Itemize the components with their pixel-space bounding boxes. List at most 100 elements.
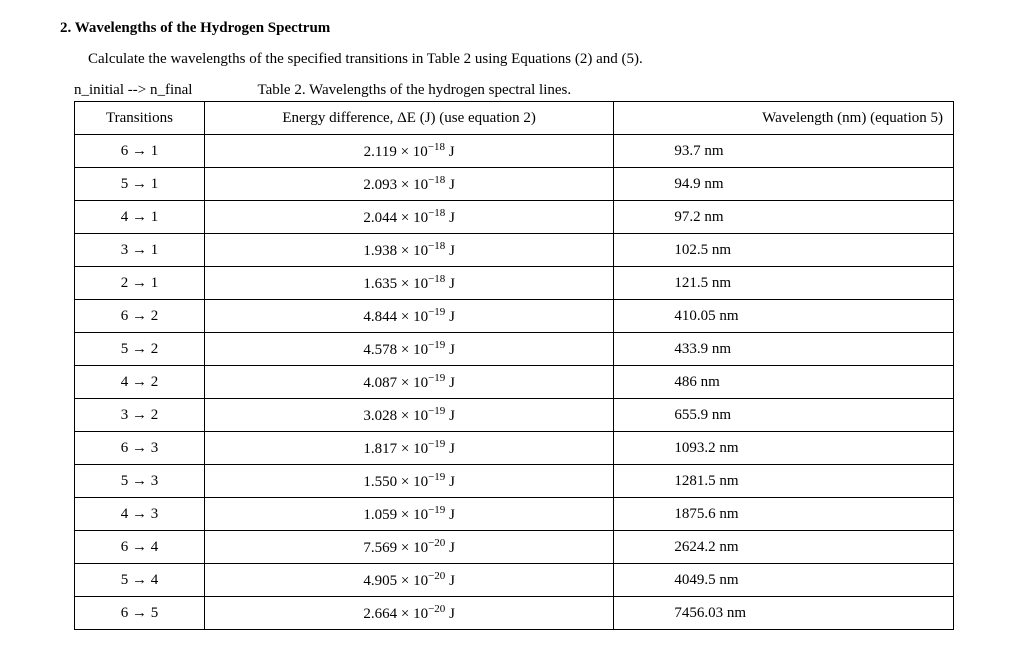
energy-base: 7.569 × 10 xyxy=(363,540,428,556)
energy-unit: J xyxy=(445,606,455,622)
energy-exponent: −18 xyxy=(428,141,445,153)
energy-exponent: −20 xyxy=(428,570,445,582)
energy-unit: J xyxy=(445,144,455,160)
energy-exponent: −18 xyxy=(428,240,445,252)
energy-unit: J xyxy=(445,441,455,457)
table-row: 3 → 23.028 × 10−19 J655.9 nm xyxy=(75,399,954,432)
energy-base: 3.028 × 10 xyxy=(363,408,428,424)
energy-exponent: −19 xyxy=(428,471,445,483)
table-row: 5 → 44.905 × 10−20 J4049.5 nm xyxy=(75,564,954,597)
energy-base: 4.578 × 10 xyxy=(363,342,428,358)
energy-cell: 4.905 × 10−20 J xyxy=(204,564,613,597)
energy-cell: 2.093 × 10−18 J xyxy=(204,168,613,201)
wavelength-cell: 121.5 nm xyxy=(614,267,954,300)
wavelength-cell: 102.5 nm xyxy=(614,234,954,267)
energy-base: 1.938 × 10 xyxy=(363,243,428,259)
labels-row: n_initial --> n_final Table 2. Wavelengt… xyxy=(74,82,964,99)
energy-exponent: −20 xyxy=(428,603,445,615)
table-row: 6 → 12.119 × 10−18 J93.7 nm xyxy=(75,135,954,168)
wavelength-cell: 1281.5 nm xyxy=(614,465,954,498)
wavelength-cell: 655.9 nm xyxy=(614,399,954,432)
transition-cell: 6 → 4 xyxy=(75,531,205,564)
energy-unit: J xyxy=(445,276,455,292)
table-row: 5 → 24.578 × 10−19 J433.9 nm xyxy=(75,333,954,366)
energy-unit: J xyxy=(445,243,455,259)
col-transitions: Transitions xyxy=(75,102,205,135)
table-header-row: Transitions Energy difference, ΔE (J) (u… xyxy=(75,102,954,135)
energy-cell: 2.664 × 10−20 J xyxy=(204,597,613,630)
transition-cell: 5 → 2 xyxy=(75,333,205,366)
transition-cell: 4 → 3 xyxy=(75,498,205,531)
transition-cell: 4 → 2 xyxy=(75,366,205,399)
energy-unit: J xyxy=(445,408,455,424)
transition-cell: 3 → 2 xyxy=(75,399,205,432)
energy-exponent: −18 xyxy=(428,273,445,285)
energy-exponent: −20 xyxy=(428,537,445,549)
wavelength-cell: 2624.2 nm xyxy=(614,531,954,564)
energy-cell: 1.635 × 10−18 J xyxy=(204,267,613,300)
energy-exponent: −19 xyxy=(428,339,445,351)
wavelength-cell: 486 nm xyxy=(614,366,954,399)
energy-unit: J xyxy=(445,540,455,556)
wavelength-cell: 433.9 nm xyxy=(614,333,954,366)
instruction-text: Calculate the wavelengths of the specifi… xyxy=(88,51,964,68)
transition-cell: 5 → 1 xyxy=(75,168,205,201)
wavelength-cell: 93.7 nm xyxy=(614,135,954,168)
transition-cell: 6 → 5 xyxy=(75,597,205,630)
section-heading: 2. Wavelengths of the Hydrogen Spectrum xyxy=(60,20,964,37)
energy-exponent: −18 xyxy=(428,207,445,219)
n-initial-final-label: n_initial --> n_final xyxy=(74,82,254,99)
energy-base: 4.087 × 10 xyxy=(363,375,428,391)
energy-cell: 1.059 × 10−19 J xyxy=(204,498,613,531)
transition-cell: 4 → 1 xyxy=(75,201,205,234)
energy-cell: 1.817 × 10−19 J xyxy=(204,432,613,465)
energy-unit: J xyxy=(445,210,455,226)
transition-cell: 2 → 1 xyxy=(75,267,205,300)
energy-exponent: −19 xyxy=(428,372,445,384)
energy-cell: 3.028 × 10−19 J xyxy=(204,399,613,432)
table-row: 2 → 11.635 × 10−18 J121.5 nm xyxy=(75,267,954,300)
table-row: 5 → 31.550 × 10−19 J1281.5 nm xyxy=(75,465,954,498)
transition-cell: 3 → 1 xyxy=(75,234,205,267)
wavelength-cell: 97.2 nm xyxy=(614,201,954,234)
table-row: 3 → 11.938 × 10−18 J102.5 nm xyxy=(75,234,954,267)
table-row: 6 → 52.664 × 10−20 J7456.03 nm xyxy=(75,597,954,630)
wavelength-cell: 7456.03 nm xyxy=(614,597,954,630)
energy-base: 1.635 × 10 xyxy=(363,276,428,292)
energy-cell: 4.578 × 10−19 J xyxy=(204,333,613,366)
energy-unit: J xyxy=(445,573,455,589)
wavelength-cell: 1093.2 nm xyxy=(614,432,954,465)
energy-cell: 4.844 × 10−19 J xyxy=(204,300,613,333)
energy-cell: 1.938 × 10−18 J xyxy=(204,234,613,267)
energy-base: 2.093 × 10 xyxy=(363,177,428,193)
energy-exponent: −19 xyxy=(428,405,445,417)
energy-unit: J xyxy=(445,474,455,490)
table-row: 6 → 31.817 × 10−19 J1093.2 nm xyxy=(75,432,954,465)
table-row: 4 → 12.044 × 10−18 J97.2 nm xyxy=(75,201,954,234)
wavelength-cell: 4049.5 nm xyxy=(614,564,954,597)
energy-exponent: −19 xyxy=(428,504,445,516)
transition-cell: 6 → 3 xyxy=(75,432,205,465)
wavelength-cell: 94.9 nm xyxy=(614,168,954,201)
energy-exponent: −19 xyxy=(428,438,445,450)
energy-base: 1.817 × 10 xyxy=(363,441,428,457)
hydrogen-spectrum-table: Transitions Energy difference, ΔE (J) (u… xyxy=(74,101,954,630)
energy-unit: J xyxy=(445,177,455,193)
energy-base: 1.550 × 10 xyxy=(363,474,428,490)
energy-base: 1.059 × 10 xyxy=(363,507,428,523)
table-row: 6 → 4 7.569 × 10−20 J 2624.2 nm xyxy=(75,531,954,564)
transition-cell: 6 → 2 xyxy=(75,300,205,333)
transition-cell: 5 → 4 xyxy=(75,564,205,597)
energy-base: 4.844 × 10 xyxy=(363,309,428,325)
table-row: 4 → 31.059 × 10−19 J1875.6 nm xyxy=(75,498,954,531)
transition-cell: 6 → 1 xyxy=(75,135,205,168)
table-row: 5 → 12.093 × 10−18 J94.9 nm xyxy=(75,168,954,201)
energy-unit: J xyxy=(445,375,455,391)
table-caption: Table 2. Wavelengths of the hydrogen spe… xyxy=(257,82,571,98)
col-energy: Energy difference, ΔE (J) (use equation … xyxy=(204,102,613,135)
energy-unit: J xyxy=(445,507,455,523)
energy-base: 2.664 × 10 xyxy=(363,606,428,622)
energy-cell: 4.087 × 10−19 J xyxy=(204,366,613,399)
table-row: 6 → 24.844 × 10−19 J410.05 nm xyxy=(75,300,954,333)
wavelength-cell: 1875.6 nm xyxy=(614,498,954,531)
